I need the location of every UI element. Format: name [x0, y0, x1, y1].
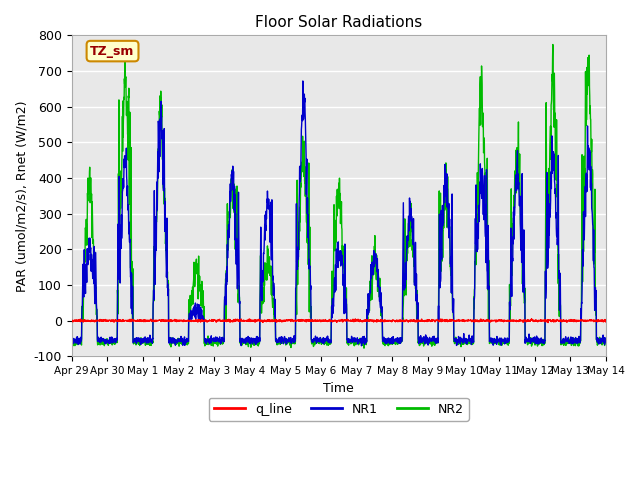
- Title: Floor Solar Radiations: Floor Solar Radiations: [255, 15, 422, 30]
- Legend: q_line, NR1, NR2: q_line, NR1, NR2: [209, 398, 469, 420]
- X-axis label: Time: Time: [323, 382, 354, 395]
- Text: TZ_sm: TZ_sm: [90, 45, 135, 58]
- Y-axis label: PAR (umol/m2/s), Rnet (W/m2): PAR (umol/m2/s), Rnet (W/m2): [15, 100, 28, 291]
